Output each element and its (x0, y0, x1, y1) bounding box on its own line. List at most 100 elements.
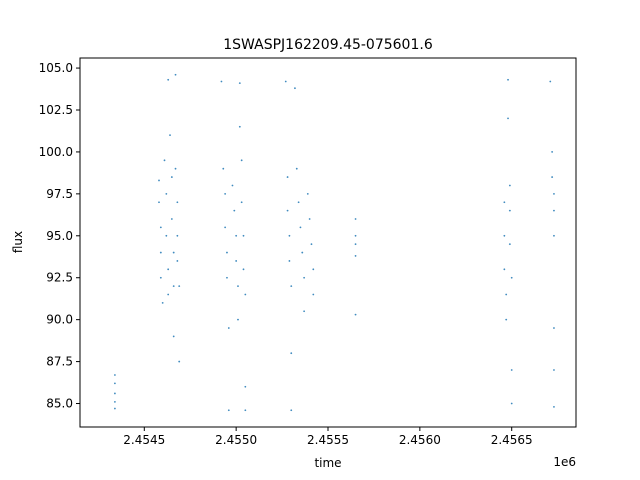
data-point (176, 234, 179, 237)
data-point (508, 209, 511, 212)
data-point (114, 392, 116, 395)
x-tick-label: 2.4560 (399, 433, 441, 447)
data-point (510, 276, 513, 279)
data-point (165, 234, 168, 237)
data-point (354, 243, 357, 246)
data-point (227, 409, 230, 412)
data-point (178, 360, 181, 363)
data-point (159, 276, 162, 279)
x-axis-offset-label: 1e6 (553, 455, 576, 469)
data-point (553, 405, 555, 408)
data-point (503, 234, 506, 237)
y-tick-label: 97.5 (46, 187, 73, 201)
data-point (503, 201, 506, 204)
data-point (505, 293, 508, 296)
y-axis-ticks: 85.0 87.5 90.0 92.5 95.0 97.5 100.0 102.5 105.0 (39, 61, 80, 411)
data-point (294, 87, 296, 90)
chart-title: 1SWASPJ162209.45-075601.6 (223, 37, 433, 53)
data-point (233, 209, 236, 212)
data-point (308, 218, 311, 220)
data-point (303, 310, 306, 313)
data-point (505, 318, 508, 321)
data-point (114, 400, 116, 403)
y-tick-label: 100.0 (39, 145, 73, 159)
data-point (299, 226, 302, 229)
data-point (227, 327, 230, 329)
data-point (286, 176, 289, 178)
data-point (286, 209, 289, 212)
data-point (159, 226, 162, 229)
y-axis-label: flux (11, 231, 25, 253)
data-point (242, 234, 245, 237)
data-point (310, 243, 313, 246)
data-point (240, 201, 243, 204)
data-point (170, 176, 173, 178)
data-point (172, 335, 175, 338)
data-point (312, 293, 315, 296)
data-point (297, 201, 300, 204)
x-tick-label: 2.4545 (123, 433, 165, 447)
data-point (242, 268, 245, 271)
data-point (508, 184, 511, 187)
x-axis-label: time (314, 456, 341, 470)
data-point (178, 285, 181, 288)
data-point (510, 402, 513, 405)
data-point (240, 159, 243, 162)
y-tick-label: 102.5 (39, 103, 73, 117)
data-point (226, 251, 228, 254)
data-point (312, 268, 315, 271)
data-point (167, 268, 170, 271)
data-point (167, 293, 170, 296)
data-point (226, 276, 228, 279)
data-point (176, 201, 179, 204)
data-point (290, 285, 293, 288)
data-point (551, 176, 554, 178)
data-point (158, 179, 160, 182)
data-point (354, 234, 357, 237)
data-point (551, 151, 554, 153)
data-point (295, 167, 298, 170)
data-point (163, 159, 166, 162)
data-point (288, 234, 291, 237)
data-point (224, 192, 227, 195)
data-point (224, 226, 227, 229)
y-tick-label: 87.5 (46, 355, 73, 369)
x-tick-label: 2.4555 (307, 433, 349, 447)
data-point (114, 407, 116, 410)
data-point (503, 268, 506, 271)
data-point (238, 125, 241, 128)
data-point (231, 184, 234, 187)
data-point (303, 276, 306, 279)
data-point (244, 409, 247, 412)
data-point (244, 293, 247, 296)
y-tick-label: 105.0 (39, 61, 73, 75)
data-point (174, 73, 177, 76)
data-point (174, 167, 177, 170)
data-point (508, 243, 511, 246)
data-point (237, 318, 239, 321)
data-point (172, 251, 175, 254)
data-point (290, 409, 293, 412)
data-point (507, 78, 509, 81)
x-axis-ticks: 2.4545 2.4550 2.4555 2.4560 2.4565 (123, 427, 533, 447)
data-point (169, 134, 171, 137)
data-point (220, 80, 223, 83)
data-point (553, 209, 555, 212)
x-tick-label: 2.4550 (215, 433, 257, 447)
y-tick-label: 90.0 (46, 313, 73, 327)
data-point (549, 80, 552, 83)
data-point (237, 285, 239, 288)
data-point (244, 385, 247, 388)
data-point (158, 201, 160, 204)
data-point (161, 301, 164, 304)
data-point (238, 82, 241, 85)
data-point (553, 234, 555, 237)
y-tick-label: 85.0 (46, 397, 73, 411)
data-point (301, 251, 304, 254)
data-point (176, 260, 179, 262)
data-point (165, 192, 168, 195)
y-tick-label: 95.0 (46, 229, 73, 243)
data-point (167, 78, 170, 81)
